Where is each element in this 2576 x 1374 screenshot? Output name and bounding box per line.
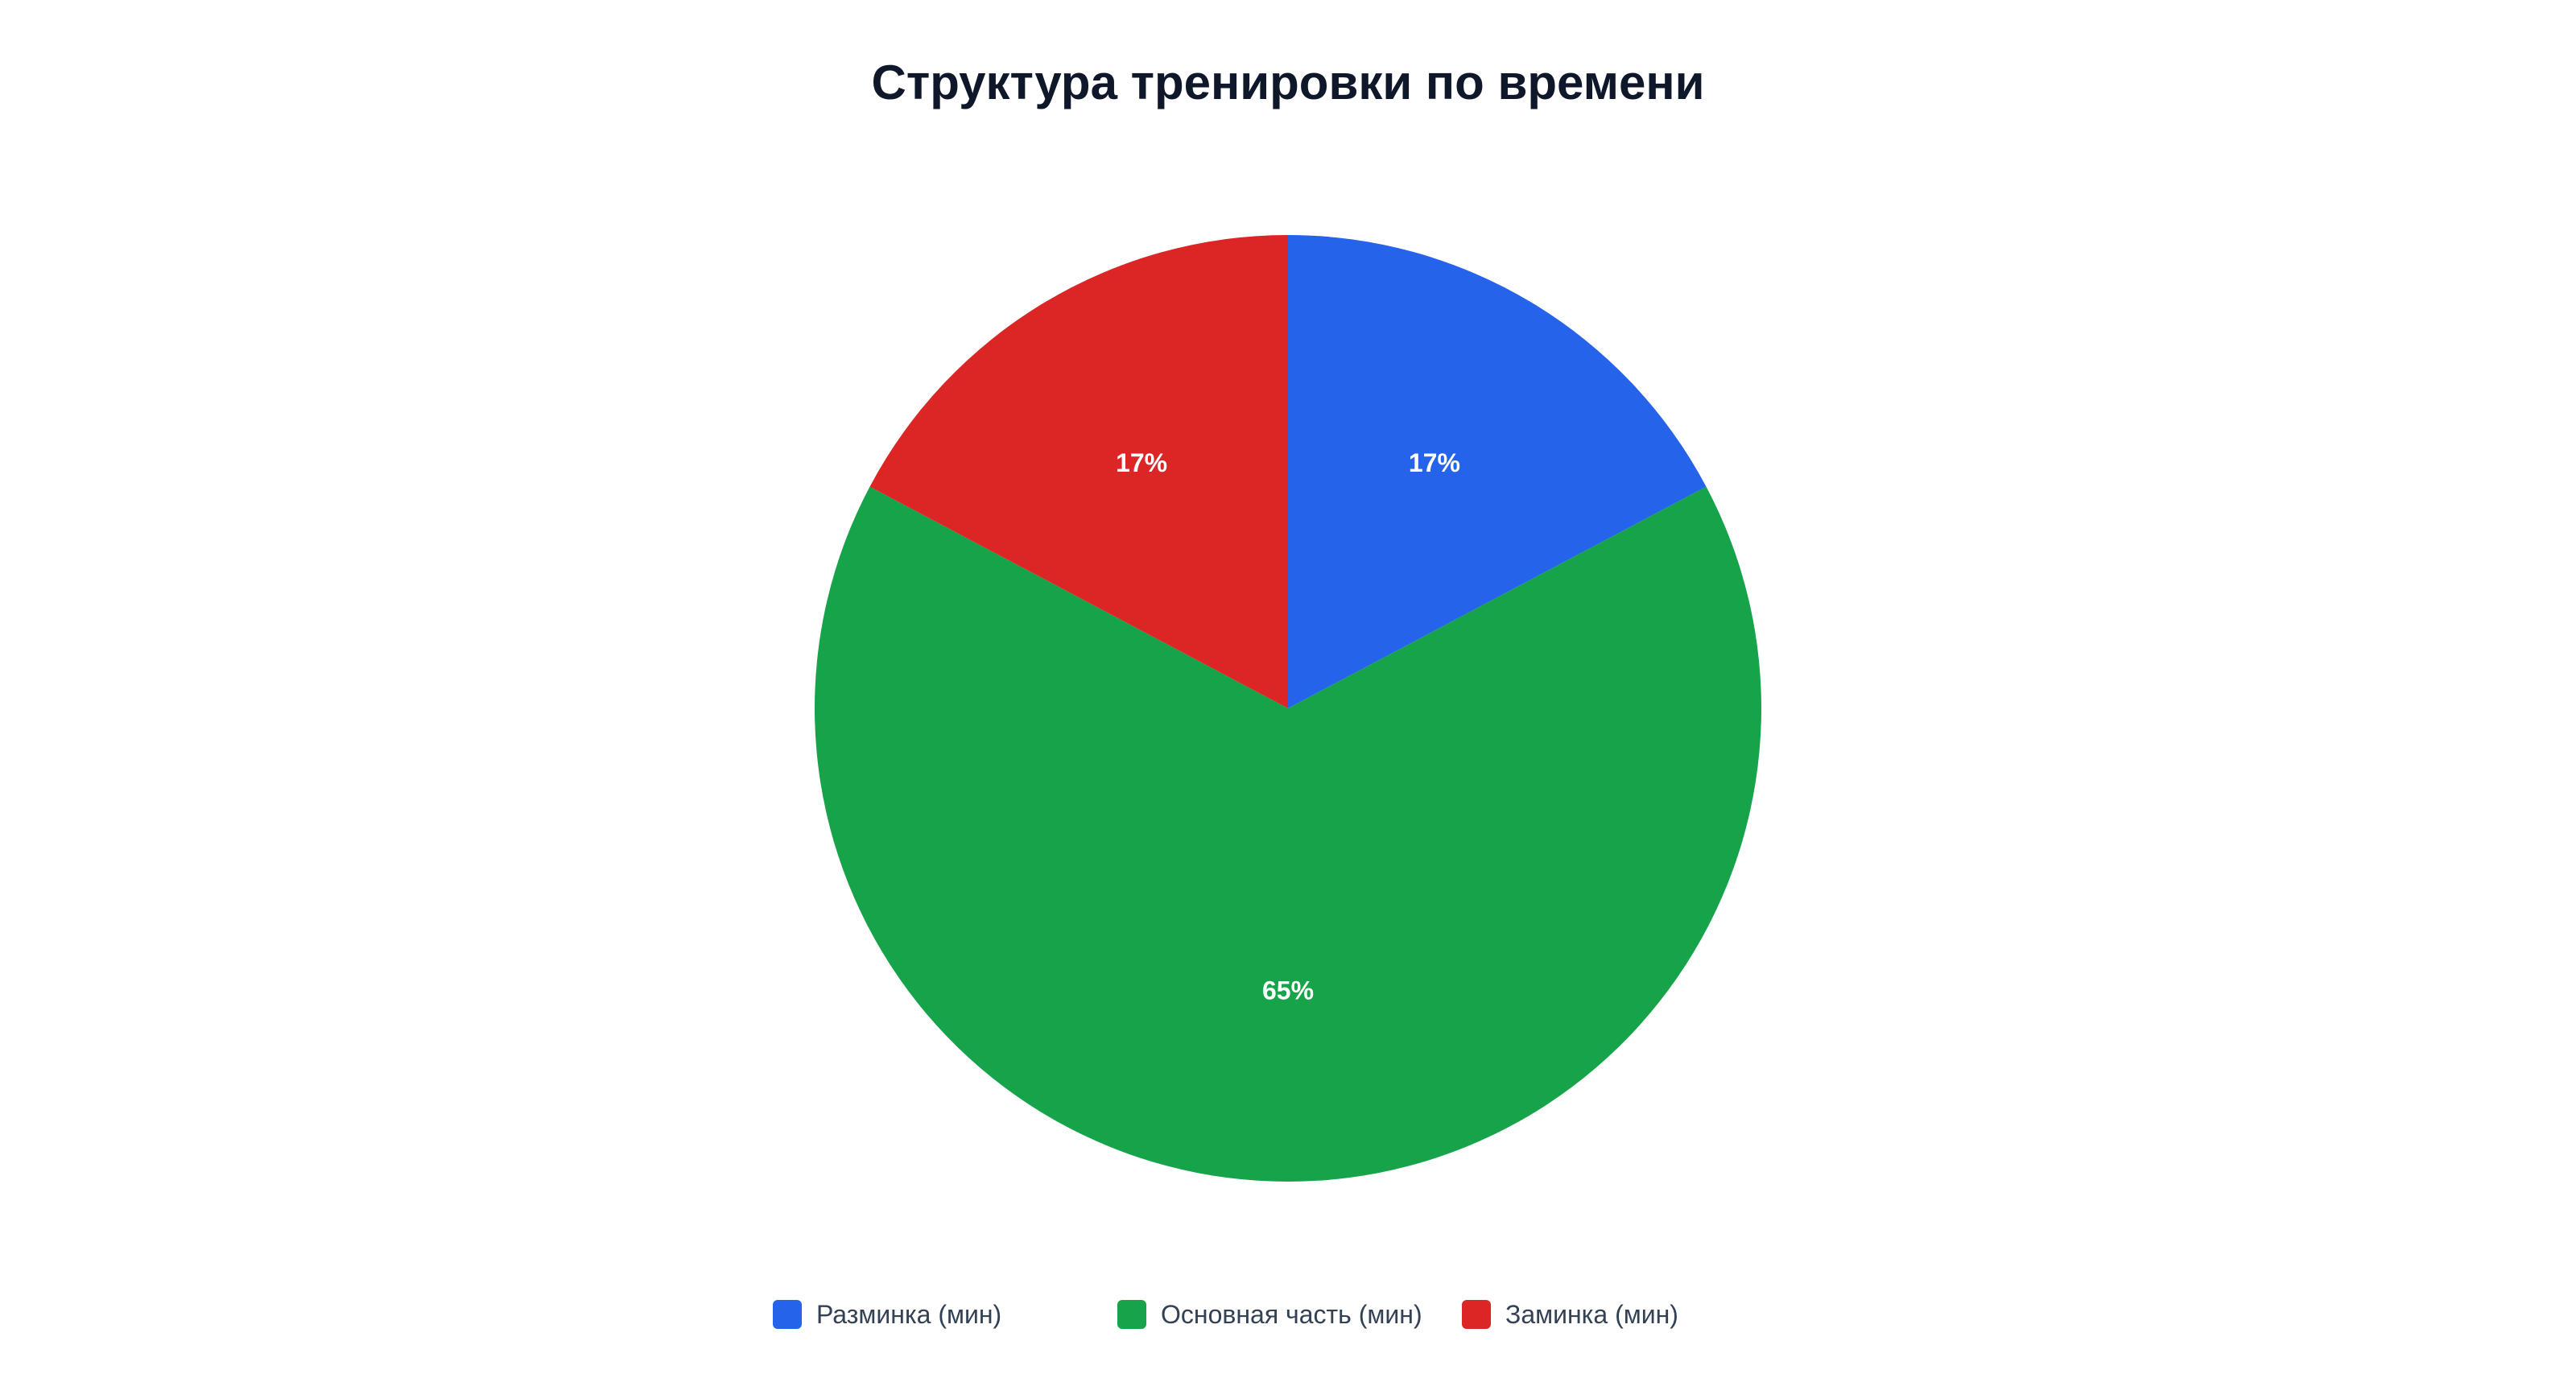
pie-label-warmup: 17%	[1409, 448, 1460, 477]
chart-title: Структура тренировки по времени	[871, 56, 1705, 109]
legend-label-cooldown: Заминка (мин)	[1505, 1299, 1678, 1329]
pie-slice-warmup[interactable]	[1288, 235, 1707, 708]
legend-label-warmup: Разминка (мин)	[816, 1299, 1002, 1329]
legend-swatch-cooldown	[1462, 1300, 1491, 1329]
legend-item-cooldown[interactable]: Заминка (мин)	[1462, 1298, 1678, 1331]
legend-swatch-warmup	[773, 1300, 802, 1329]
pie-slice-main[interactable]	[815, 486, 1761, 1182]
legend-label-main: Основная часть (мин)	[1161, 1299, 1422, 1329]
pie-label-cooldown: 17%	[1116, 448, 1167, 477]
pie-slice-cooldown[interactable]	[869, 235, 1288, 708]
legend-item-warmup[interactable]: Разминка (мин)	[773, 1298, 1001, 1331]
legend-swatch-main	[1117, 1300, 1146, 1329]
legend: Разминка (мин) Основная часть (мин) Зами…	[0, 1298, 2576, 1346]
pie-label-main: 65%	[1262, 976, 1314, 1005]
legend-item-main[interactable]: Основная часть (мин)	[1117, 1298, 1422, 1331]
